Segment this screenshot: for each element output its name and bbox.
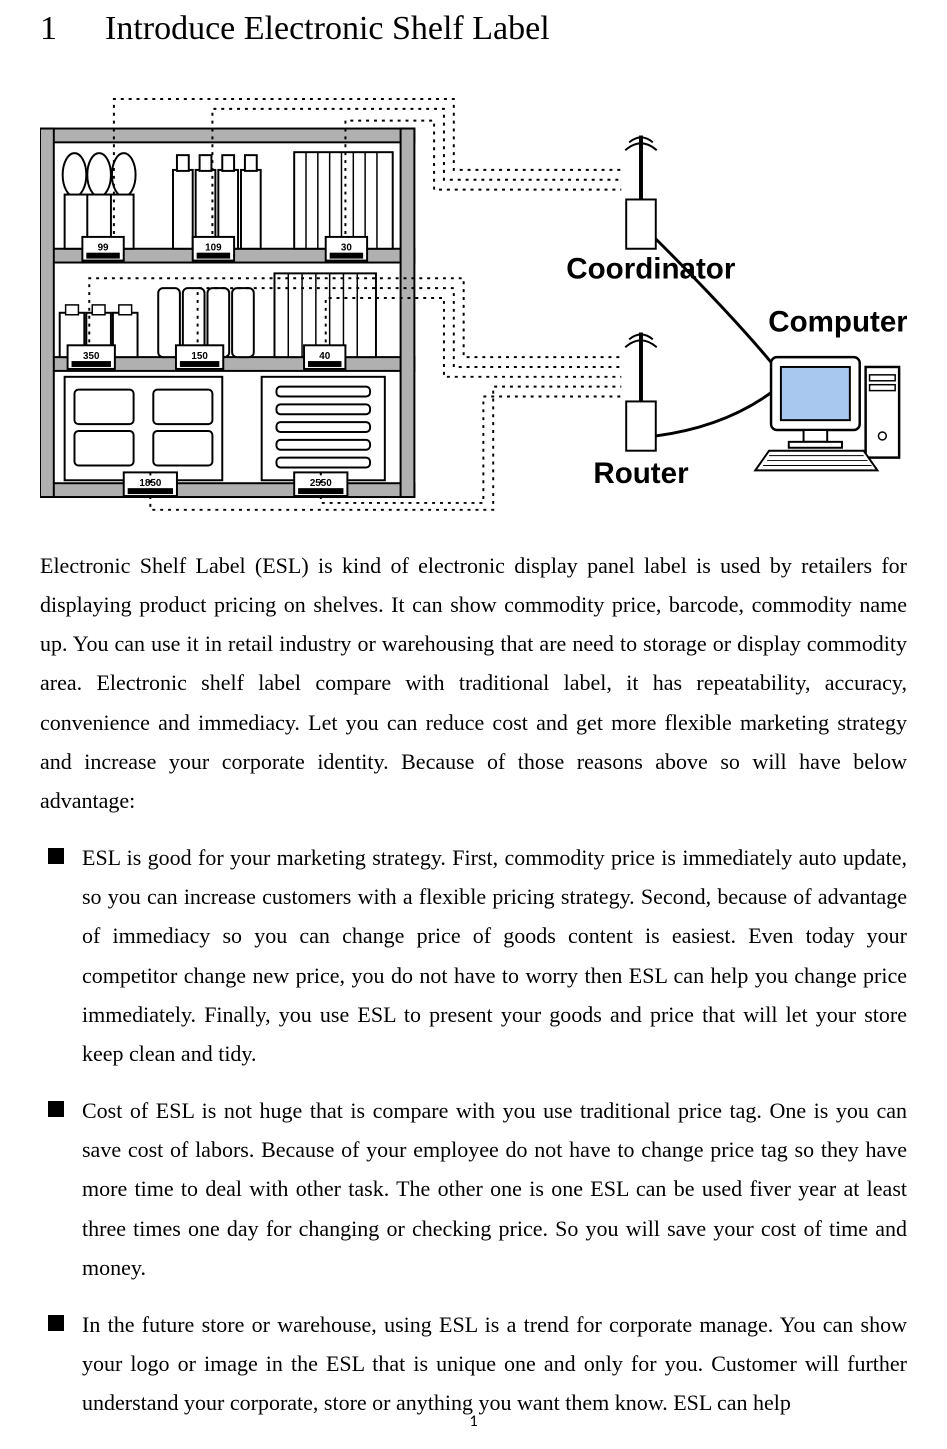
square-bullet-icon [48, 1315, 64, 1331]
square-bullet-icon [48, 848, 64, 864]
bullet-item: In the future store or warehouse, using … [40, 1305, 907, 1422]
svg-text:150: 150 [191, 351, 208, 362]
top-row-bottles-2 [173, 155, 261, 249]
svg-text:30: 30 [341, 243, 352, 254]
svg-text:350: 350 [83, 351, 100, 362]
section-heading: 1 Introduce Electronic Shelf Label [40, 10, 907, 48]
bullet-item: Cost of ESL is not huge that is compare … [40, 1091, 907, 1287]
top-row-bottles [63, 153, 136, 249]
svg-text:2550: 2550 [310, 478, 332, 489]
heading-number: 1 [40, 10, 57, 48]
bottom-cabinet-left [65, 377, 223, 480]
price-tag-1850: 1850 [124, 472, 177, 496]
bullet-text: ESL is good for your marketing strategy.… [82, 838, 907, 1073]
shelf-unit: 99 109 30 [40, 129, 414, 497]
svg-text:99: 99 [98, 243, 109, 254]
bullet-text: In the future store or warehouse, using … [82, 1305, 907, 1422]
page-number: 1 [0, 1412, 947, 1431]
intro-paragraph: Electronic Shelf Label (ESL) is kind of … [40, 546, 907, 820]
coordinator-label: Coordinator [566, 252, 736, 285]
price-tag-40: 40 [304, 345, 345, 369]
computer-label: Computer [768, 305, 907, 338]
price-tag-350: 350 [68, 345, 115, 369]
bullet-text: Cost of ESL is not huge that is compare … [82, 1091, 907, 1287]
router-icon [625, 332, 779, 450]
svg-text:1850: 1850 [139, 478, 161, 489]
bullet-item: ESL is good for your marketing strategy.… [40, 838, 907, 1073]
svg-text:109: 109 [205, 243, 222, 254]
computer-icon [755, 357, 899, 470]
price-tag-109: 109 [193, 237, 234, 261]
price-tag-2550: 2550 [294, 472, 347, 496]
price-tag-99: 99 [82, 237, 123, 261]
system-diagram: 99 109 30 [40, 78, 907, 518]
bottom-cabinet-right [262, 377, 385, 480]
heading-title: Introduce Electronic Shelf Label [105, 10, 550, 48]
price-tag-30: 30 [326, 237, 367, 261]
diagram-svg: 99 109 30 [40, 78, 907, 518]
top-row-boxes [294, 152, 393, 249]
square-bullet-icon [48, 1101, 64, 1117]
router-label: Router [593, 457, 689, 490]
svg-text:40: 40 [319, 351, 330, 362]
price-tag-150: 150 [176, 345, 223, 369]
